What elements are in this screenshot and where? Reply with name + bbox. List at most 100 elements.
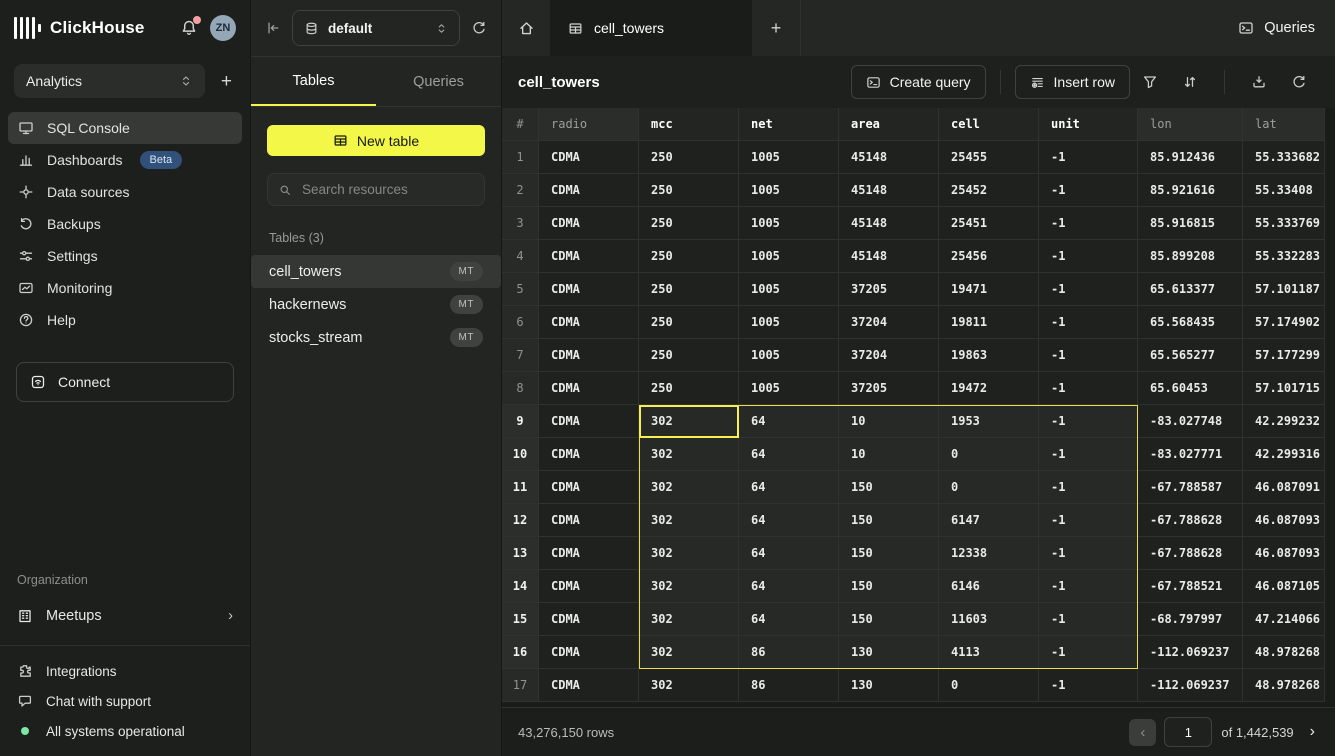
previous-page-button[interactable]: ‹ <box>1129 718 1157 746</box>
table-list-item-cell-towers[interactable]: cell_towers MT <box>251 255 501 288</box>
column-header-unit[interactable]: unit <box>1039 108 1138 141</box>
grid-cell[interactable]: 250 <box>639 207 739 240</box>
grid-cell[interactable]: 25456 <box>939 240 1039 273</box>
grid-cell[interactable]: 46.087093 <box>1243 537 1325 570</box>
grid-cell[interactable]: -1 <box>1039 405 1138 438</box>
grid-cell[interactable]: CDMA <box>539 438 639 471</box>
grid-cell[interactable]: 302 <box>639 669 739 702</box>
grid-cell[interactable]: 37205 <box>839 372 939 405</box>
grid-cell[interactable]: 85.916815 <box>1138 207 1243 240</box>
grid-cell[interactable]: 65.568435 <box>1138 306 1243 339</box>
grid-cell[interactable]: 1953 <box>939 405 1039 438</box>
grid-cell[interactable]: CDMA <box>539 636 639 669</box>
row-number[interactable]: 10 <box>502 438 539 471</box>
sort-button[interactable] <box>1175 67 1205 97</box>
row-number[interactable]: 14 <box>502 570 539 603</box>
grid-cell[interactable]: -1 <box>1039 174 1138 207</box>
row-number[interactable]: 9 <box>502 405 539 438</box>
grid-cell[interactable]: -67.788587 <box>1138 471 1243 504</box>
grid-cell[interactable]: CDMA <box>539 306 639 339</box>
grid-cell[interactable]: 45148 <box>839 174 939 207</box>
grid-cell[interactable]: 42.299232 <box>1243 405 1325 438</box>
sidebar-item-sql-console[interactable]: SQL Console <box>8 112 242 144</box>
grid-cell[interactable]: -67.788628 <box>1138 504 1243 537</box>
grid-cell[interactable]: 4113 <box>939 636 1039 669</box>
row-number[interactable]: 13 <box>502 537 539 570</box>
grid-cell[interactable]: -67.788521 <box>1138 570 1243 603</box>
sidebar-item-chat-support[interactable]: Chat with support <box>0 686 250 716</box>
grid-cell[interactable]: -1 <box>1039 306 1138 339</box>
create-query-button[interactable]: Create query <box>850 65 986 99</box>
grid-cell[interactable]: 85.899208 <box>1138 240 1243 273</box>
column-header-area[interactable]: area <box>839 108 939 141</box>
column-header-radio[interactable]: radio <box>539 108 639 141</box>
sidebar-item-dashboards[interactable]: Dashboards Beta <box>8 144 242 176</box>
grid-cell[interactable]: 302 <box>639 570 739 603</box>
grid-cell[interactable]: -67.788628 <box>1138 537 1243 570</box>
grid-cell[interactable]: 64 <box>739 570 839 603</box>
grid-cell[interactable]: 37204 <box>839 339 939 372</box>
grid-cell[interactable]: 19863 <box>939 339 1039 372</box>
grid-cell[interactable]: 55.33408 <box>1243 174 1325 207</box>
new-tab-button[interactable]: + <box>752 0 801 56</box>
grid-cell[interactable]: -1 <box>1039 669 1138 702</box>
grid-cell[interactable]: 25452 <box>939 174 1039 207</box>
grid-cell[interactable]: -1 <box>1039 141 1138 174</box>
add-workspace-button[interactable]: + <box>220 70 232 92</box>
row-number[interactable]: 12 <box>502 504 539 537</box>
grid-cell[interactable]: -1 <box>1039 537 1138 570</box>
document-tab-cell-towers[interactable]: cell_towers <box>550 0 752 56</box>
grid-cell[interactable]: 1005 <box>739 273 839 306</box>
column-header-lon[interactable]: lon <box>1138 108 1243 141</box>
sidebar-item-integrations[interactable]: Integrations <box>0 656 250 686</box>
search-input[interactable] <box>300 181 474 198</box>
grid-cell[interactable]: 302 <box>639 405 739 438</box>
home-button[interactable] <box>502 0 550 56</box>
queries-button[interactable]: Queries <box>1238 20 1315 36</box>
grid-cell[interactable]: 10 <box>839 438 939 471</box>
grid-cell[interactable]: 150 <box>839 603 939 636</box>
column-header-mcc[interactable]: mcc <box>639 108 739 141</box>
grid-cell[interactable]: -1 <box>1039 240 1138 273</box>
grid-cell[interactable]: -1 <box>1039 207 1138 240</box>
table-list-item-hackernews[interactable]: hackernews MT <box>251 288 501 321</box>
tab-tables[interactable]: Tables <box>251 57 376 106</box>
connect-button[interactable]: Connect <box>16 362 234 402</box>
grid-cell[interactable]: 85.921616 <box>1138 174 1243 207</box>
grid-cell[interactable]: 65.613377 <box>1138 273 1243 306</box>
grid-cell[interactable]: CDMA <box>539 504 639 537</box>
grid-cell[interactable]: CDMA <box>539 240 639 273</box>
grid-cell[interactable]: 65.60453 <box>1138 372 1243 405</box>
sidebar-item-backups[interactable]: Backups <box>8 208 242 240</box>
grid-cell[interactable]: -1 <box>1039 603 1138 636</box>
new-table-button[interactable]: New table <box>267 125 485 156</box>
grid-cell[interactable]: 250 <box>639 273 739 306</box>
grid-cell[interactable]: CDMA <box>539 537 639 570</box>
grid-cell[interactable]: 250 <box>639 306 739 339</box>
row-number[interactable]: 2 <box>502 174 539 207</box>
grid-cell[interactable]: 10 <box>839 405 939 438</box>
grid-cell[interactable]: 1005 <box>739 306 839 339</box>
row-number[interactable]: 4 <box>502 240 539 273</box>
grid-cell[interactable]: 48.978268 <box>1243 636 1325 669</box>
grid-cell[interactable]: 45148 <box>839 141 939 174</box>
grid-cell[interactable]: -1 <box>1039 372 1138 405</box>
database-selector[interactable]: default <box>292 10 460 46</box>
grid-cell[interactable]: 42.299316 <box>1243 438 1325 471</box>
grid-cell[interactable]: -68.797997 <box>1138 603 1243 636</box>
grid-cell[interactable]: -1 <box>1039 570 1138 603</box>
row-number[interactable]: 17 <box>502 669 539 702</box>
grid-cell[interactable]: -83.027748 <box>1138 405 1243 438</box>
grid-cell[interactable]: 150 <box>839 504 939 537</box>
grid-cell[interactable]: 0 <box>939 669 1039 702</box>
grid-cell[interactable]: -1 <box>1039 339 1138 372</box>
grid-cell[interactable]: CDMA <box>539 207 639 240</box>
grid-cell[interactable]: 130 <box>839 636 939 669</box>
grid-cell[interactable]: 64 <box>739 438 839 471</box>
grid-cell[interactable]: 85.912436 <box>1138 141 1243 174</box>
grid-cell[interactable]: 19811 <box>939 306 1039 339</box>
row-number[interactable]: 3 <box>502 207 539 240</box>
notifications-button[interactable] <box>180 16 201 37</box>
grid-cell[interactable]: 0 <box>939 471 1039 504</box>
grid-cell[interactable]: CDMA <box>539 405 639 438</box>
